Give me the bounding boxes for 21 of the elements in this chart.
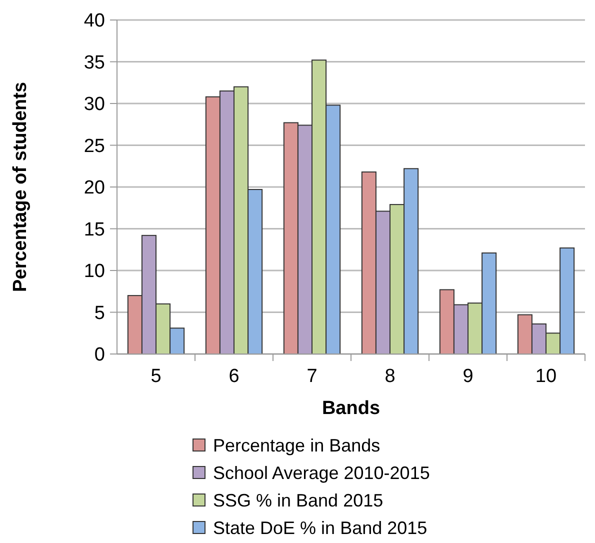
x-tick-label: 10 <box>535 366 557 387</box>
x-tick-label: 8 <box>384 366 396 387</box>
legend-label: State DoE % in Band 2015 <box>213 518 428 538</box>
y-tick-label: 40 <box>84 10 105 32</box>
y-tick-label: 5 <box>94 302 105 324</box>
x-tick-label: 7 <box>306 366 318 387</box>
y-tick-label: 35 <box>84 52 105 74</box>
legend-label: School Average 2010-2015 <box>213 462 430 483</box>
legend-label: SSG % in Band 2015 <box>213 490 384 510</box>
y-tick-label: 30 <box>84 94 105 116</box>
x-tick-label: 9 <box>462 366 474 387</box>
y-tick-label: 0 <box>94 344 105 366</box>
y-tick-label: 15 <box>84 219 105 240</box>
y-tick-label: 20 <box>84 178 105 199</box>
y-axis-title: Percentage of students <box>10 82 31 292</box>
x-tick-label: 5 <box>150 366 162 387</box>
x-tick-label: 6 <box>228 366 240 387</box>
x-axis-title: Bands <box>322 398 380 419</box>
y-tick-label: 10 <box>84 261 105 282</box>
y-tick-label: 25 <box>84 136 105 157</box>
legend-label: Percentage in Bands <box>213 435 380 456</box>
